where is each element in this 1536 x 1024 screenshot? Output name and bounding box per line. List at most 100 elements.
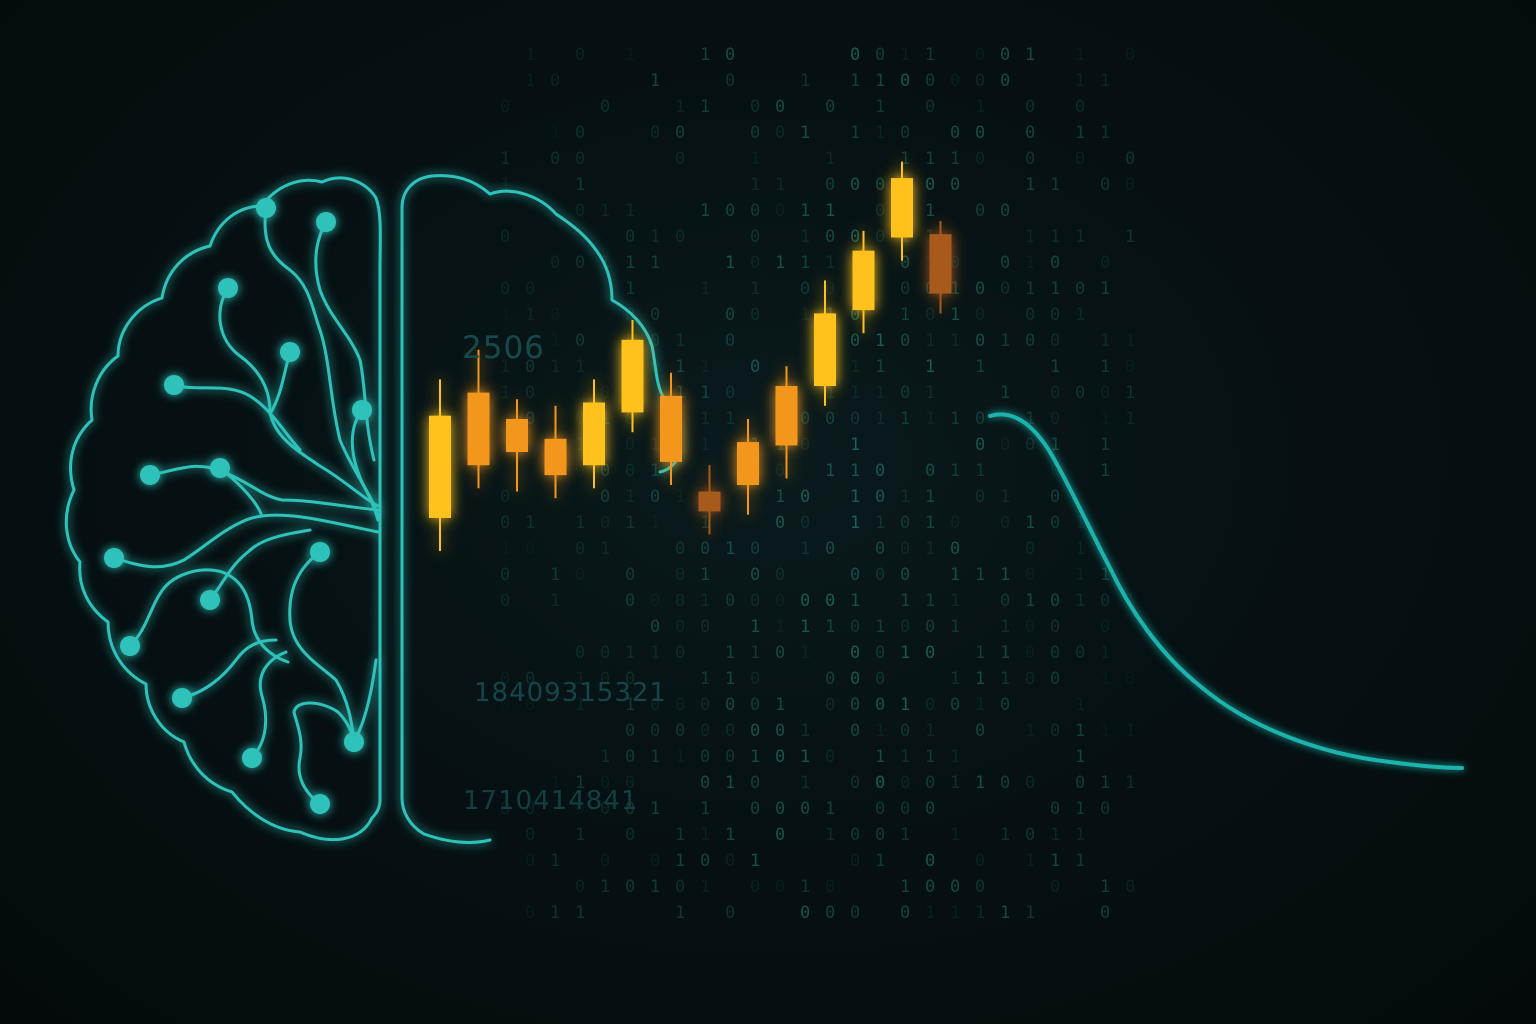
binary-digit: 0: [625, 565, 635, 585]
binary-digit: 1: [1100, 435, 1110, 455]
circuit-trace: [288, 550, 356, 744]
binary-digit: 0: [575, 565, 585, 585]
binary-digit: 1: [925, 747, 935, 767]
binary-digit: 0: [625, 227, 635, 247]
binary-digit: 1: [750, 747, 760, 767]
binary-digit: 1: [925, 539, 935, 559]
binary-digit: 1: [900, 305, 910, 325]
binary-digit: 1: [675, 383, 685, 403]
binary-digit: 0: [725, 331, 735, 351]
binary-digit: 0: [850, 409, 860, 429]
binary-digit: 0: [1000, 71, 1010, 91]
binary-digit: 1: [625, 643, 635, 663]
binary-digit: 1: [625, 279, 635, 299]
binary-digit: 0: [900, 123, 910, 143]
number-top: 2506: [462, 330, 545, 366]
binary-digit: 1: [975, 461, 985, 481]
binary-digit: 0: [675, 123, 685, 143]
binary-digit: 0: [900, 617, 910, 637]
binary-digit: 0: [725, 45, 735, 65]
binary-digit: 1: [700, 591, 710, 611]
binary-digit: 1: [950, 617, 960, 637]
binary-digit: 0: [850, 331, 860, 351]
binary-digit: 1: [900, 643, 910, 663]
candle-body: [698, 491, 721, 512]
binary-digit: 0: [550, 305, 560, 325]
candle-body: [891, 178, 913, 238]
binary-digit: 0: [1000, 695, 1010, 715]
binary-digit: 0: [525, 279, 535, 299]
binary-digit: 0: [975, 123, 985, 143]
binary-digit: 0: [900, 903, 910, 923]
binary-digit: 0: [775, 565, 785, 585]
binary-digit: 1: [875, 409, 885, 429]
binary-digit: 0: [975, 45, 985, 65]
candle-body: [467, 392, 490, 466]
circuit-node: [280, 342, 300, 362]
binary-digit: 1: [950, 825, 960, 845]
binary-digit: 1: [800, 773, 810, 793]
binary-digit: 1: [575, 903, 585, 923]
binary-digit: 1: [900, 409, 910, 429]
binary-digit: 1: [675, 97, 685, 117]
binary-digit: 1: [850, 71, 860, 91]
binary-digit: 0: [1075, 97, 1085, 117]
binary-digit: 0: [1050, 591, 1060, 611]
candle-body: [660, 395, 682, 462]
binary-digit: 1: [850, 435, 860, 455]
binary-digit: 1: [1125, 227, 1135, 247]
binary-digit: 0: [775, 877, 785, 897]
binary-digit: 0: [850, 643, 860, 663]
binary-digit: 1: [750, 149, 760, 169]
binary-digit: 0: [675, 539, 685, 559]
binary-digit: 0: [1125, 669, 1135, 689]
binary-digit: 0: [950, 175, 960, 195]
binary-digit: 0: [850, 227, 860, 247]
binary-digit: 1: [900, 877, 910, 897]
binary-digit: 0: [800, 591, 810, 611]
binary-digit: 0: [500, 669, 510, 689]
binary-digit: 0: [900, 383, 910, 403]
candle-body: [852, 250, 875, 311]
binary-digit: 1: [700, 201, 710, 221]
binary-digit: 0: [1000, 513, 1010, 533]
binary-digit: 0: [750, 123, 760, 143]
binary-digit: 0: [1075, 643, 1085, 663]
binary-digit: 0: [800, 513, 810, 533]
binary-digit: 1: [1100, 643, 1110, 663]
binary-digit: 0: [750, 877, 760, 897]
binary-digit: 0: [700, 617, 710, 637]
binary-digit: 1: [725, 669, 735, 689]
binary-digit: 0: [1075, 773, 1085, 793]
binary-digit: 1: [975, 669, 985, 689]
binary-digit: 1: [1025, 279, 1035, 299]
binary-digit: 0: [675, 721, 685, 741]
binary-digit: 1: [1025, 227, 1035, 247]
binary-digit: 1: [575, 357, 585, 377]
binary-digit: 1: [1075, 591, 1085, 611]
binary-digit: 1: [1025, 175, 1035, 195]
binary-digit: 0: [975, 305, 985, 325]
binary-digit: 1: [1025, 253, 1035, 273]
binary-digit: 1: [650, 461, 660, 481]
binary-digit: 0: [1050, 721, 1060, 741]
binary-digit: 1: [1050, 279, 1060, 299]
binary-digit: 1: [1100, 669, 1110, 689]
binary-digit: 0: [825, 669, 835, 689]
binary-digit: 0: [875, 799, 885, 819]
candle-body: [583, 402, 605, 466]
circuit-trace: [112, 513, 380, 569]
binary-digit: 0: [900, 331, 910, 351]
circuit-node: [200, 590, 220, 610]
binary-digit: 0: [850, 721, 860, 741]
binary-digit: 0: [1000, 253, 1010, 273]
binary-digit: 0: [925, 305, 935, 325]
binary-digit: 0: [1125, 149, 1135, 169]
binary-digit: 0: [1050, 383, 1060, 403]
binary-digit: 1: [1075, 539, 1085, 559]
binary-digit: 1: [1075, 747, 1085, 767]
binary-digit: 0: [775, 591, 785, 611]
binary-digit: 0: [1125, 175, 1135, 195]
binary-digit: 0: [725, 747, 735, 767]
binary-digit: 0: [875, 695, 885, 715]
